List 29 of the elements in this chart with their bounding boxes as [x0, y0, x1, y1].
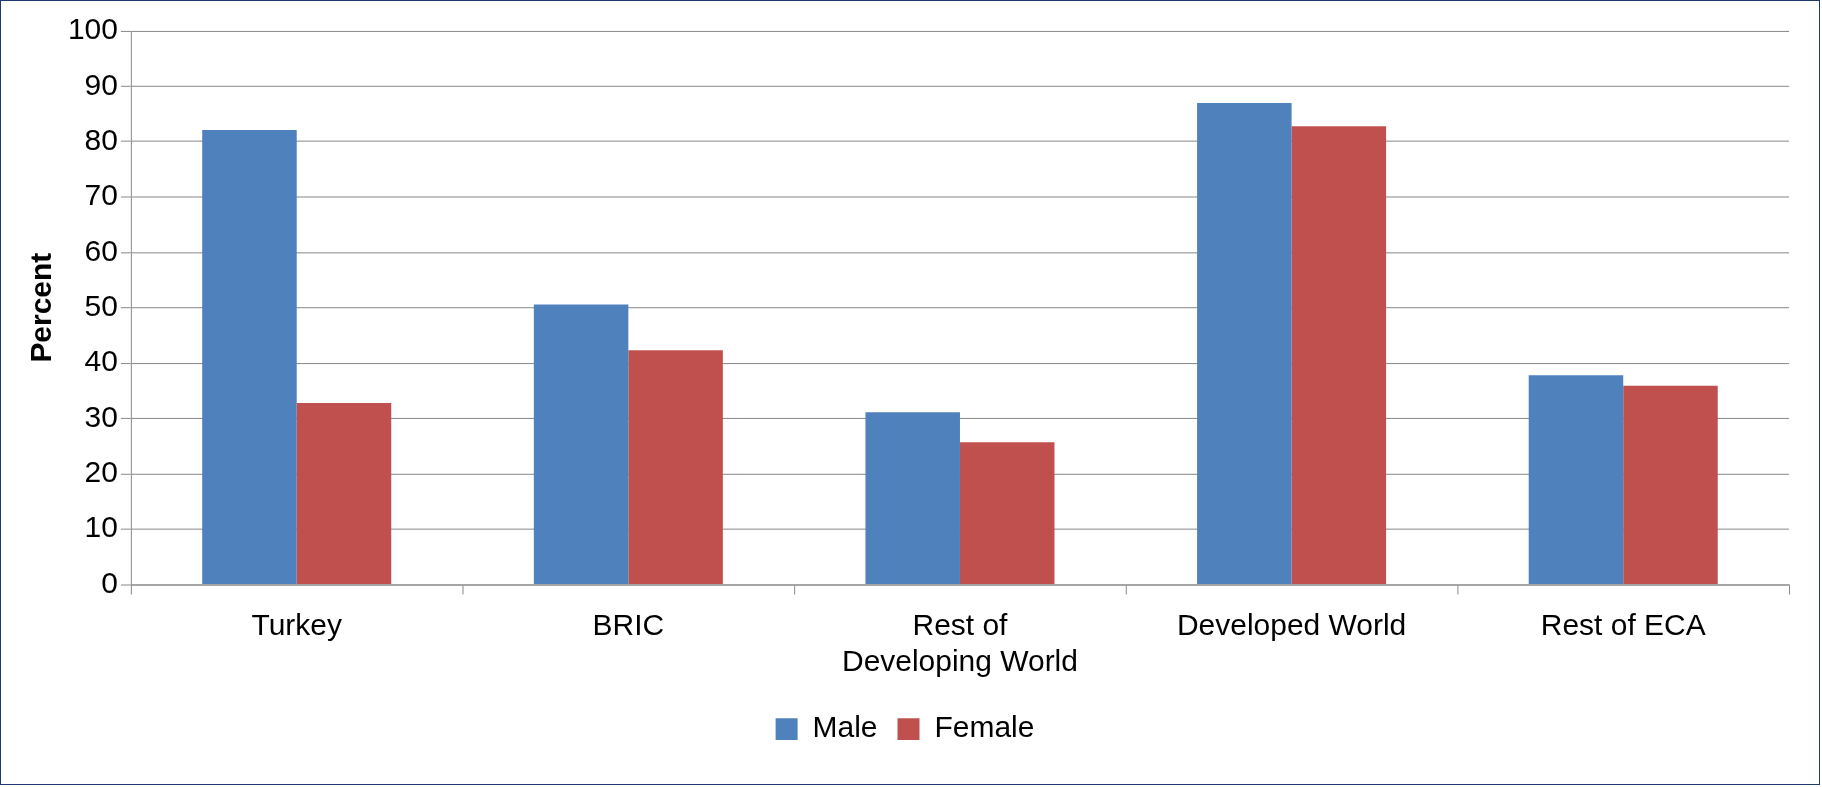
legend-label: Male [812, 710, 878, 744]
y-tick-label: 100 [67, 12, 118, 46]
x-tick-label: BRIC [592, 607, 665, 641]
bar [865, 412, 960, 585]
y-tick-label: 70 [84, 178, 118, 212]
bar [1623, 385, 1718, 585]
y-tick-label: 0 [101, 565, 118, 599]
x-tick-label: Rest of ECA [1540, 607, 1706, 641]
bar [202, 130, 297, 585]
x-tick-label: Rest of Developing World [842, 607, 1078, 677]
y-tick-label: 50 [84, 288, 118, 322]
y-tick-label: 30 [84, 399, 118, 433]
x-tick-label: Turkey [251, 607, 342, 641]
bar [959, 442, 1055, 585]
y-tick-label: 40 [84, 344, 118, 378]
legend-label: Female [934, 710, 1035, 744]
bar [1197, 102, 1292, 585]
y-tick-label: 60 [84, 233, 118, 267]
bar [1291, 126, 1387, 585]
y-tick-label: 90 [84, 67, 118, 101]
y-tick-label: 10 [84, 510, 118, 544]
bar [628, 350, 723, 585]
bar [533, 304, 629, 585]
y-tick-label: 80 [84, 122, 118, 156]
y-axis-title: Percent [24, 252, 58, 363]
x-tick-label: Developed World [1176, 607, 1407, 641]
bar [296, 402, 392, 585]
y-tick-label: 20 [84, 455, 118, 489]
bar [1528, 375, 1624, 585]
